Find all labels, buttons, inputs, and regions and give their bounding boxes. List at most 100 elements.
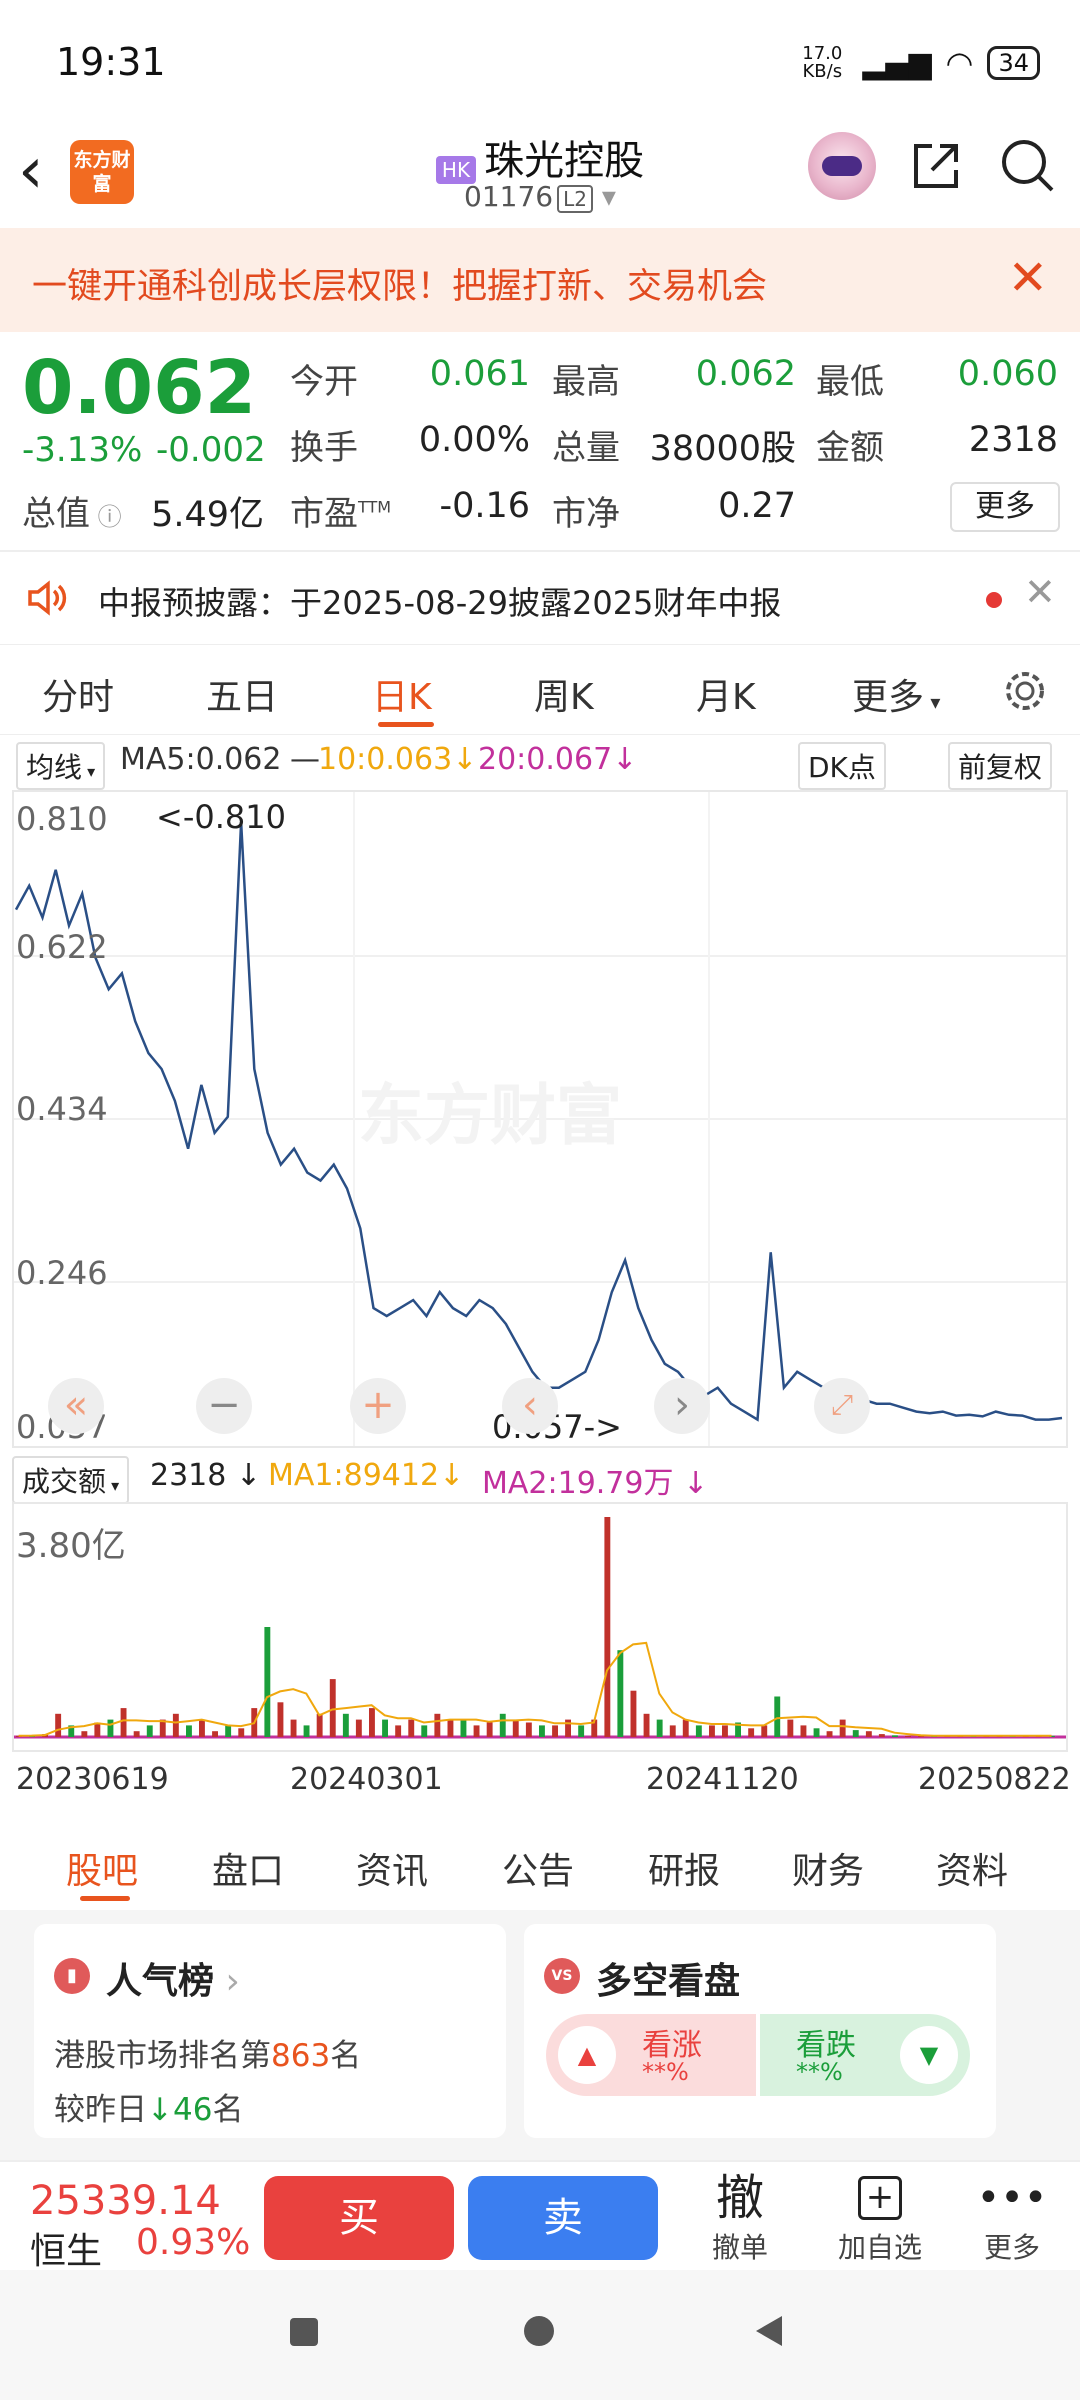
plus-square-icon: + [858, 2176, 902, 2220]
rank-line: 港股市场排名第863名 [54, 2030, 361, 2075]
tab-more[interactable]: 更多 ▾ [852, 668, 940, 720]
rank-number: 863 [271, 2038, 331, 2074]
volume-bar [290, 1719, 297, 1737]
volume-bar [826, 1731, 833, 1737]
divider [0, 550, 1080, 552]
scroll-left-icon[interactable]: « [48, 1378, 104, 1434]
close-icon[interactable]: ✕ [1007, 250, 1048, 306]
back-icon[interactable]: ‹ [18, 134, 44, 208]
zoom-in-icon[interactable]: + [350, 1378, 406, 1434]
pe-label-text: 市盈 [290, 494, 358, 534]
next-icon[interactable]: › [654, 1378, 710, 1434]
volume-bar [133, 1731, 140, 1737]
vol-ma1-text: MA1:89412 [268, 1458, 440, 1493]
ma5-value: MA5:0.062 [120, 742, 282, 777]
popularity-card[interactable]: ▮ 人气榜 › 港股市场排名第863名 较昨日↓46名 [34, 1924, 506, 2138]
tab-finance[interactable]: 财务 [792, 1851, 865, 1892]
back-nav-icon[interactable] [756, 2316, 782, 2346]
bullbear-card[interactable]: VS 多空看盘 ▲ 看涨 **% 看跌 **% ▼ [524, 1924, 996, 2138]
recent-apps-icon[interactable] [290, 2318, 318, 2346]
adjust-button[interactable]: 前复权 [948, 742, 1053, 790]
mcap-label-text: 总值 [22, 494, 90, 534]
divider [0, 644, 1080, 645]
pe-ttm-sup: TTM [358, 497, 392, 517]
more-button[interactable]: ••• 更多 [952, 2170, 1072, 2266]
tab-intraday[interactable]: 分时 [42, 677, 115, 718]
tab-5day[interactable]: 五日 [206, 677, 279, 718]
tab-daily-k[interactable]: 日K [372, 677, 432, 718]
volume-chart[interactable]: 3.80亿 [12, 1502, 1068, 1752]
pe-value: -0.16 [439, 486, 530, 526]
zoom-out-icon[interactable]: − [196, 1378, 252, 1434]
prev-icon[interactable]: ‹ [502, 1378, 558, 1434]
volume-indicator-selector[interactable]: 成交额 ▾ [12, 1456, 130, 1504]
stock-title[interactable]: HK 珠光控股 [0, 128, 1080, 186]
tab-research[interactable]: 研报 [648, 1851, 721, 1892]
high-label: 最高 [552, 362, 620, 402]
last-price: 0.062 [22, 345, 257, 431]
buy-button[interactable]: 买 [264, 2176, 454, 2260]
search-icon[interactable] [998, 136, 1058, 209]
volume-bar [342, 1713, 349, 1737]
tab-orderbook[interactable]: 盘口 [212, 1851, 285, 1892]
promo-banner[interactable]: 一键开通科创成长层权限！把握打新、交易机会 ✕ [0, 228, 1080, 332]
tab-monthly-k[interactable]: 月K [696, 677, 756, 718]
home-icon[interactable] [524, 2316, 554, 2346]
mcap-label[interactable]: 总值 ⓘ [22, 486, 122, 535]
volume-bar [486, 1722, 493, 1737]
index-change: 0.93% [136, 2222, 251, 2263]
volume-bar [447, 1719, 454, 1737]
y-tick: 0.434 [16, 1090, 108, 1128]
notice-bar[interactable]: 中报预披露：于2025-08-29披露2025财年中报 ✕ [0, 556, 1080, 642]
tab-profile[interactable]: 资料 [936, 1851, 1009, 1892]
volume-bar [669, 1725, 676, 1737]
volume-label: 总量 [552, 428, 620, 468]
cancel-order-button[interactable]: 撤 撤单 [680, 2170, 800, 2266]
max-marker: <-0.810 [156, 798, 286, 836]
tab-announcements[interactable]: 公告 [502, 1851, 575, 1892]
more-dots-icon: ••• [976, 2175, 1048, 2221]
turnover-value: 0.00% [418, 420, 530, 460]
volume-bar [578, 1725, 585, 1737]
fullscreen-icon[interactable]: ⤢ [814, 1378, 870, 1434]
volume-bar [421, 1725, 428, 1737]
vol-ma2-text: MA2:19.79万 [482, 1466, 674, 1501]
index-value[interactable]: 25339.14 [30, 2178, 221, 2224]
assistant-avatar-icon[interactable] [808, 132, 876, 200]
gear-icon[interactable] [1000, 666, 1050, 716]
close-notice-icon[interactable]: ✕ [1024, 570, 1056, 614]
dk-point-button[interactable]: DK点 [798, 742, 886, 790]
tab-weekly-k[interactable]: 周K [534, 677, 594, 718]
index-name: 恒生 [30, 2231, 103, 2272]
share-icon[interactable] [908, 138, 964, 207]
bearish-button[interactable]: 看跌 **% ▼ [760, 2014, 970, 2096]
volume-bar [277, 1702, 284, 1737]
volume-bar [722, 1725, 728, 1737]
bullish-button[interactable]: ▲ 看涨 **% [546, 2014, 756, 2096]
volume-bar [264, 1627, 271, 1737]
active-tab-indicator [80, 1896, 130, 1901]
add-watchlist-button[interactable]: + 加自选 [820, 2170, 940, 2266]
volume-bar [552, 1725, 558, 1737]
tab-news[interactable]: 资讯 [356, 1851, 429, 1892]
indicator-selector[interactable]: 均线 ▾ [16, 742, 106, 790]
price-chart[interactable]: 东方财富 0.810 0.622 0.434 0.246 0.057 <-0.8… [12, 790, 1068, 1448]
down-arrow-icon: ↓ [612, 742, 638, 777]
tab-forum[interactable]: 股吧 [66, 1851, 139, 1892]
chevron-down-icon: ▾ [82, 762, 96, 781]
stock-code: 01176 [464, 180, 554, 213]
low-label: 最低 [816, 362, 884, 402]
volume-bar [460, 1719, 467, 1737]
volume-bar [1048, 1735, 1055, 1737]
volume-bar [329, 1679, 336, 1737]
volume-selector-label: 成交额 [22, 1465, 107, 1498]
delta-suffix: 名 [212, 2092, 244, 2128]
change-pct: -3.13% [22, 430, 143, 470]
status-icons: 17.0 KB/s ▂▄▆ ◠ 34 [796, 44, 1040, 82]
stock-code-row[interactable]: 01176 L2 ▾ [0, 180, 1080, 213]
sell-button[interactable]: 卖 [468, 2176, 658, 2260]
volume-bar [852, 1730, 859, 1737]
more-quote-button[interactable]: 更多 [950, 482, 1060, 532]
pe-label: 市盈TTM [290, 486, 391, 535]
rank-delta-line: 较昨日↓46名 [54, 2084, 243, 2129]
